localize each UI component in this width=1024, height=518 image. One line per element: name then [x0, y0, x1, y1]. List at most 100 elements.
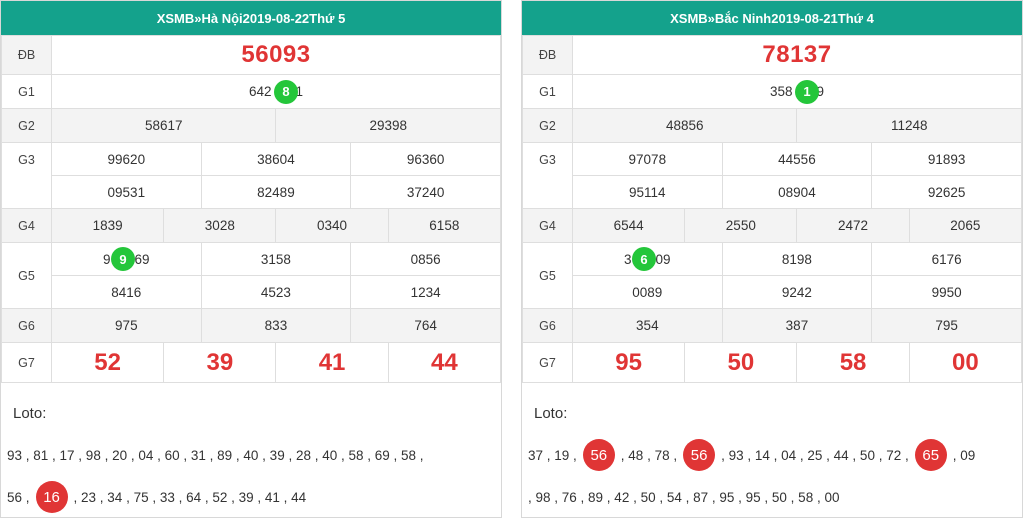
prize-value: 0340 — [275, 208, 389, 243]
loto-text: , 23 , 34 , 75 , 33 , 64 , 52 , 39 , 41 … — [73, 489, 307, 505]
highlight-ball: 9 — [111, 247, 136, 271]
prize-value: 09531 — [51, 175, 202, 209]
prize-value: 0856 — [350, 242, 501, 276]
number-part: 642 — [248, 84, 272, 99]
panel-header: XSMB » Bắc Ninh 2019-08-21 Thứ 4 — [522, 1, 1022, 35]
prize-value: 3028 — [163, 208, 277, 243]
header-prefix: XSMB — [670, 10, 708, 26]
loto-text: , 48 , 78 , — [620, 447, 678, 463]
prize-value: 08904 — [721, 175, 873, 209]
number-part: 09 — [655, 251, 671, 267]
prize-value: 1234 — [350, 275, 501, 309]
prize-value: 795 — [871, 308, 1022, 343]
prize-label: G6 — [522, 308, 573, 343]
prize-value: 50 — [684, 342, 798, 383]
prize-value: 6158 — [387, 208, 502, 243]
header-separator: » — [194, 10, 202, 26]
prize-label: G2 — [1, 108, 52, 143]
panel-header: XSMB » Hà Nội 2019-08-22 Thứ 5 — [1, 1, 501, 35]
prize-value: 2550 — [684, 208, 798, 243]
prize-label: G3 — [522, 142, 573, 209]
prize-row-g7: G7 95 50 58 00 — [522, 342, 1023, 383]
prize-row-g5b: 8416 4523 1234 — [2, 275, 501, 309]
prize-value: 6544 — [571, 208, 686, 243]
results-table: ĐB 56093 G1 642 1 8 G2 58617 29398 G3 9962… — [1, 35, 502, 383]
prize-row-g1: G1 642 1 8 — [1, 74, 501, 109]
prize-value: 91893 — [871, 142, 1022, 176]
prize-value: 97078 — [572, 142, 723, 176]
loto-highlight-ball: 65 — [914, 439, 947, 471]
prize-row-g2: G2 48856 11248 — [522, 108, 1022, 143]
prize-row-g5: G5 3 09 6 8198 6176 — [522, 242, 1022, 309]
header-province: Hà Nội — [201, 10, 243, 26]
loto-highlight-ball: 56 — [582, 439, 615, 471]
prize-number-with-ball: 9 69 9 — [103, 247, 150, 271]
prize-number-with-ball: 358 9 1 — [769, 79, 825, 104]
prize-row-g2: G2 58617 29398 — [1, 108, 501, 143]
highlight-ball: 1 — [794, 79, 819, 104]
prize-value: 44 — [387, 342, 502, 383]
prize-value: 95114 — [572, 175, 723, 209]
prize-row-g5: G5 9 69 9 3158 0856 — [1, 242, 501, 309]
prize-value: 39 — [163, 342, 277, 383]
loto-title: Loto: — [534, 405, 568, 422]
loto-text: , 93 , 14 , 04 , 25 , 44 , 50 , 72 , — [721, 447, 909, 463]
prize-label: G1 — [522, 74, 573, 109]
prize-value: 41 — [275, 342, 389, 383]
prize-row-g3: G3 97078 44556 91893 — [522, 142, 1022, 209]
prize-label: G5 — [1, 242, 52, 309]
prize-value: 82489 — [200, 175, 352, 209]
prize-label: G5 — [522, 242, 573, 309]
prize-value: 387 — [721, 308, 873, 343]
prize-label: G6 — [1, 308, 52, 343]
special-prize-value: 78137 — [572, 35, 1022, 75]
header-separator: » — [707, 10, 715, 26]
prize-value: 764 — [350, 308, 501, 343]
prize-value: 9950 — [871, 275, 1022, 309]
prize-value: 4523 — [200, 275, 352, 309]
prize-value: 3 09 6 — [572, 242, 723, 276]
header-date: 2019-08-21 — [771, 10, 838, 26]
prize-value: 37240 — [350, 175, 501, 209]
result-panel-bacninh: XSMB » Bắc Ninh 2019-08-21 Thứ 4 ĐB 7813… — [521, 0, 1023, 518]
prize-value: 0089 — [572, 275, 723, 309]
prize-value: 00 — [908, 342, 1023, 383]
prize-value: 92625 — [871, 175, 1022, 209]
loto-section: Loto: 37 , 19 , 56 , 48 , 78 , 56 , 93 , 14 … — [522, 405, 1022, 518]
prize-value: 975 — [51, 308, 202, 343]
prize-value: 44556 — [721, 142, 873, 176]
prize-number-with-ball: 642 1 8 — [248, 79, 303, 104]
number-part: 358 — [769, 84, 793, 99]
loto-line: , 98 , 76 , 89 , 42 , 50 , 54 , 87 , 95 … — [528, 489, 840, 505]
prize-label: G1 — [1, 74, 52, 109]
prize-value: 58617 — [50, 108, 277, 143]
prize-row-g6: G6 354 387 795 — [522, 308, 1022, 343]
prize-row-g5b: 0089 9242 9950 — [523, 275, 1022, 309]
prize-value: 9 69 9 — [51, 242, 202, 276]
prize-value: 833 — [200, 308, 352, 343]
result-panel-hanoi: XSMB » Hà Nội 2019-08-22 Thứ 5 ĐB 56093 … — [0, 0, 502, 518]
header-weekday: Thứ 4 — [837, 10, 874, 26]
prize-value: 95 — [571, 342, 686, 383]
highlight-ball: 6 — [632, 247, 657, 271]
prize-value: 38604 — [200, 142, 352, 176]
prize-row-g1: G1 358 9 1 — [522, 74, 1022, 109]
number-part: 9 — [816, 84, 825, 99]
number-part: 9 — [103, 251, 111, 267]
prize-label: G3 — [1, 142, 52, 209]
loto-section: Loto: 93 , 81 , 17 , 98 , 20 , 04 , 60 ,… — [1, 405, 501, 518]
prize-row-db: ĐB 56093 — [1, 35, 501, 75]
prize-row-g3b: 09531 82489 37240 — [2, 175, 501, 209]
loto-text: 56 , — [7, 489, 30, 505]
prize-value: 1839 — [50, 208, 165, 243]
prize-value: 96360 — [350, 142, 501, 176]
prize-value: 99620 — [51, 142, 202, 176]
prize-value: 3158 — [200, 242, 352, 276]
header-date: 2019-08-22 — [242, 10, 310, 26]
prize-value: 52 — [50, 342, 165, 383]
prize-value: 11248 — [796, 108, 1022, 143]
prize-label: G2 — [522, 108, 573, 143]
prize-value: 8416 — [51, 275, 202, 309]
loto-highlight-ball: 16 — [35, 481, 68, 513]
prize-value: 48856 — [571, 108, 798, 143]
